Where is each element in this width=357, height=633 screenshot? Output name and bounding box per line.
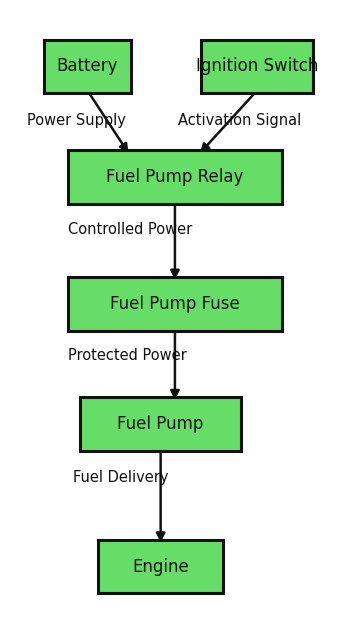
Text: Ignition Switch: Ignition Switch bbox=[196, 58, 318, 75]
FancyBboxPatch shape bbox=[44, 39, 131, 93]
Text: Power Supply: Power Supply bbox=[27, 113, 126, 128]
FancyBboxPatch shape bbox=[201, 39, 313, 93]
Text: Controlled Power: Controlled Power bbox=[68, 222, 192, 237]
FancyBboxPatch shape bbox=[98, 539, 223, 594]
Text: Fuel Pump Relay: Fuel Pump Relay bbox=[106, 168, 243, 186]
Text: Fuel Pump Fuse: Fuel Pump Fuse bbox=[110, 295, 240, 313]
Text: Fuel Delivery: Fuel Delivery bbox=[73, 470, 169, 486]
Text: Activation Signal: Activation Signal bbox=[178, 113, 302, 128]
Text: Battery: Battery bbox=[57, 58, 118, 75]
FancyBboxPatch shape bbox=[68, 277, 282, 330]
FancyBboxPatch shape bbox=[68, 151, 282, 204]
FancyBboxPatch shape bbox=[80, 398, 241, 451]
Text: Fuel Pump: Fuel Pump bbox=[117, 415, 204, 433]
Text: Protected Power: Protected Power bbox=[68, 348, 187, 363]
Text: Engine: Engine bbox=[132, 558, 189, 575]
